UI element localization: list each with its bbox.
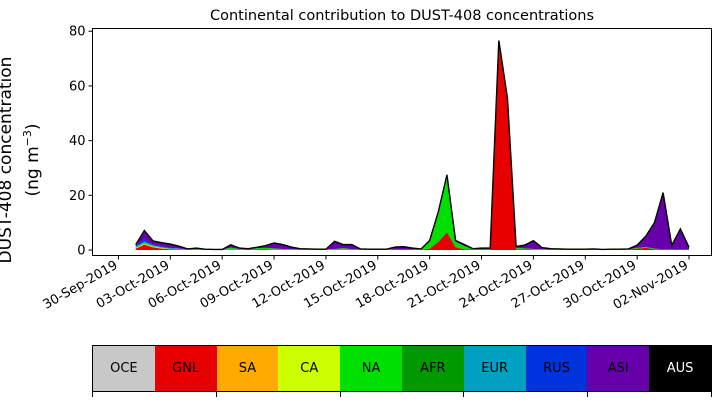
area-na (135, 41, 690, 250)
legend-item-aus: AUS (649, 346, 711, 391)
y-tick-label: 60 (69, 79, 86, 94)
legend-item-ca: CA (278, 346, 341, 391)
y-axis: 0 20 40 60 80 (69, 25, 93, 259)
legend-tick (711, 392, 712, 397)
legend-item-eur: EUR (463, 346, 526, 391)
area-eur (135, 41, 690, 250)
y-tick-label: 40 (69, 134, 86, 149)
legend-ticks (92, 392, 712, 400)
x-axis: 30-Sep-201903-Oct-201906-Oct-201909-Oct-… (41, 255, 691, 313)
area-gnl (135, 42, 690, 251)
legend-item-oce: OCE (93, 346, 155, 391)
legend-tick (215, 392, 217, 397)
legend-tick (92, 392, 93, 397)
legend-tick (463, 392, 465, 397)
y-tick-label: 80 (69, 25, 86, 40)
legend-tick (587, 392, 589, 397)
y-tick-label: 20 (69, 189, 86, 204)
area-asi (135, 40, 690, 250)
stacked-areas (135, 40, 690, 251)
legend-item-afr: AFR (401, 346, 464, 391)
legend-item-na: NA (340, 346, 402, 391)
legend-item-asi: ASI (587, 346, 650, 391)
legend-colorbar: OCE GNL SA CA NA AFR EUR RUS ASI AUS (92, 345, 712, 392)
legend-item-gnl: GNL (154, 346, 217, 391)
legend-item-rus: RUS (525, 346, 588, 391)
area-ca (135, 42, 690, 250)
area-rus (135, 41, 690, 250)
area-sa (135, 42, 690, 250)
area-afr (135, 41, 690, 250)
area-aus (135, 40, 690, 250)
plot-frame (92, 28, 712, 256)
legend-tick (339, 392, 341, 397)
chart-title: Continental contribution to DUST-408 con… (209, 8, 595, 24)
total-outline (135, 40, 690, 251)
legend-item-sa: SA (216, 346, 279, 391)
y-tick-label: 0 (77, 244, 85, 259)
